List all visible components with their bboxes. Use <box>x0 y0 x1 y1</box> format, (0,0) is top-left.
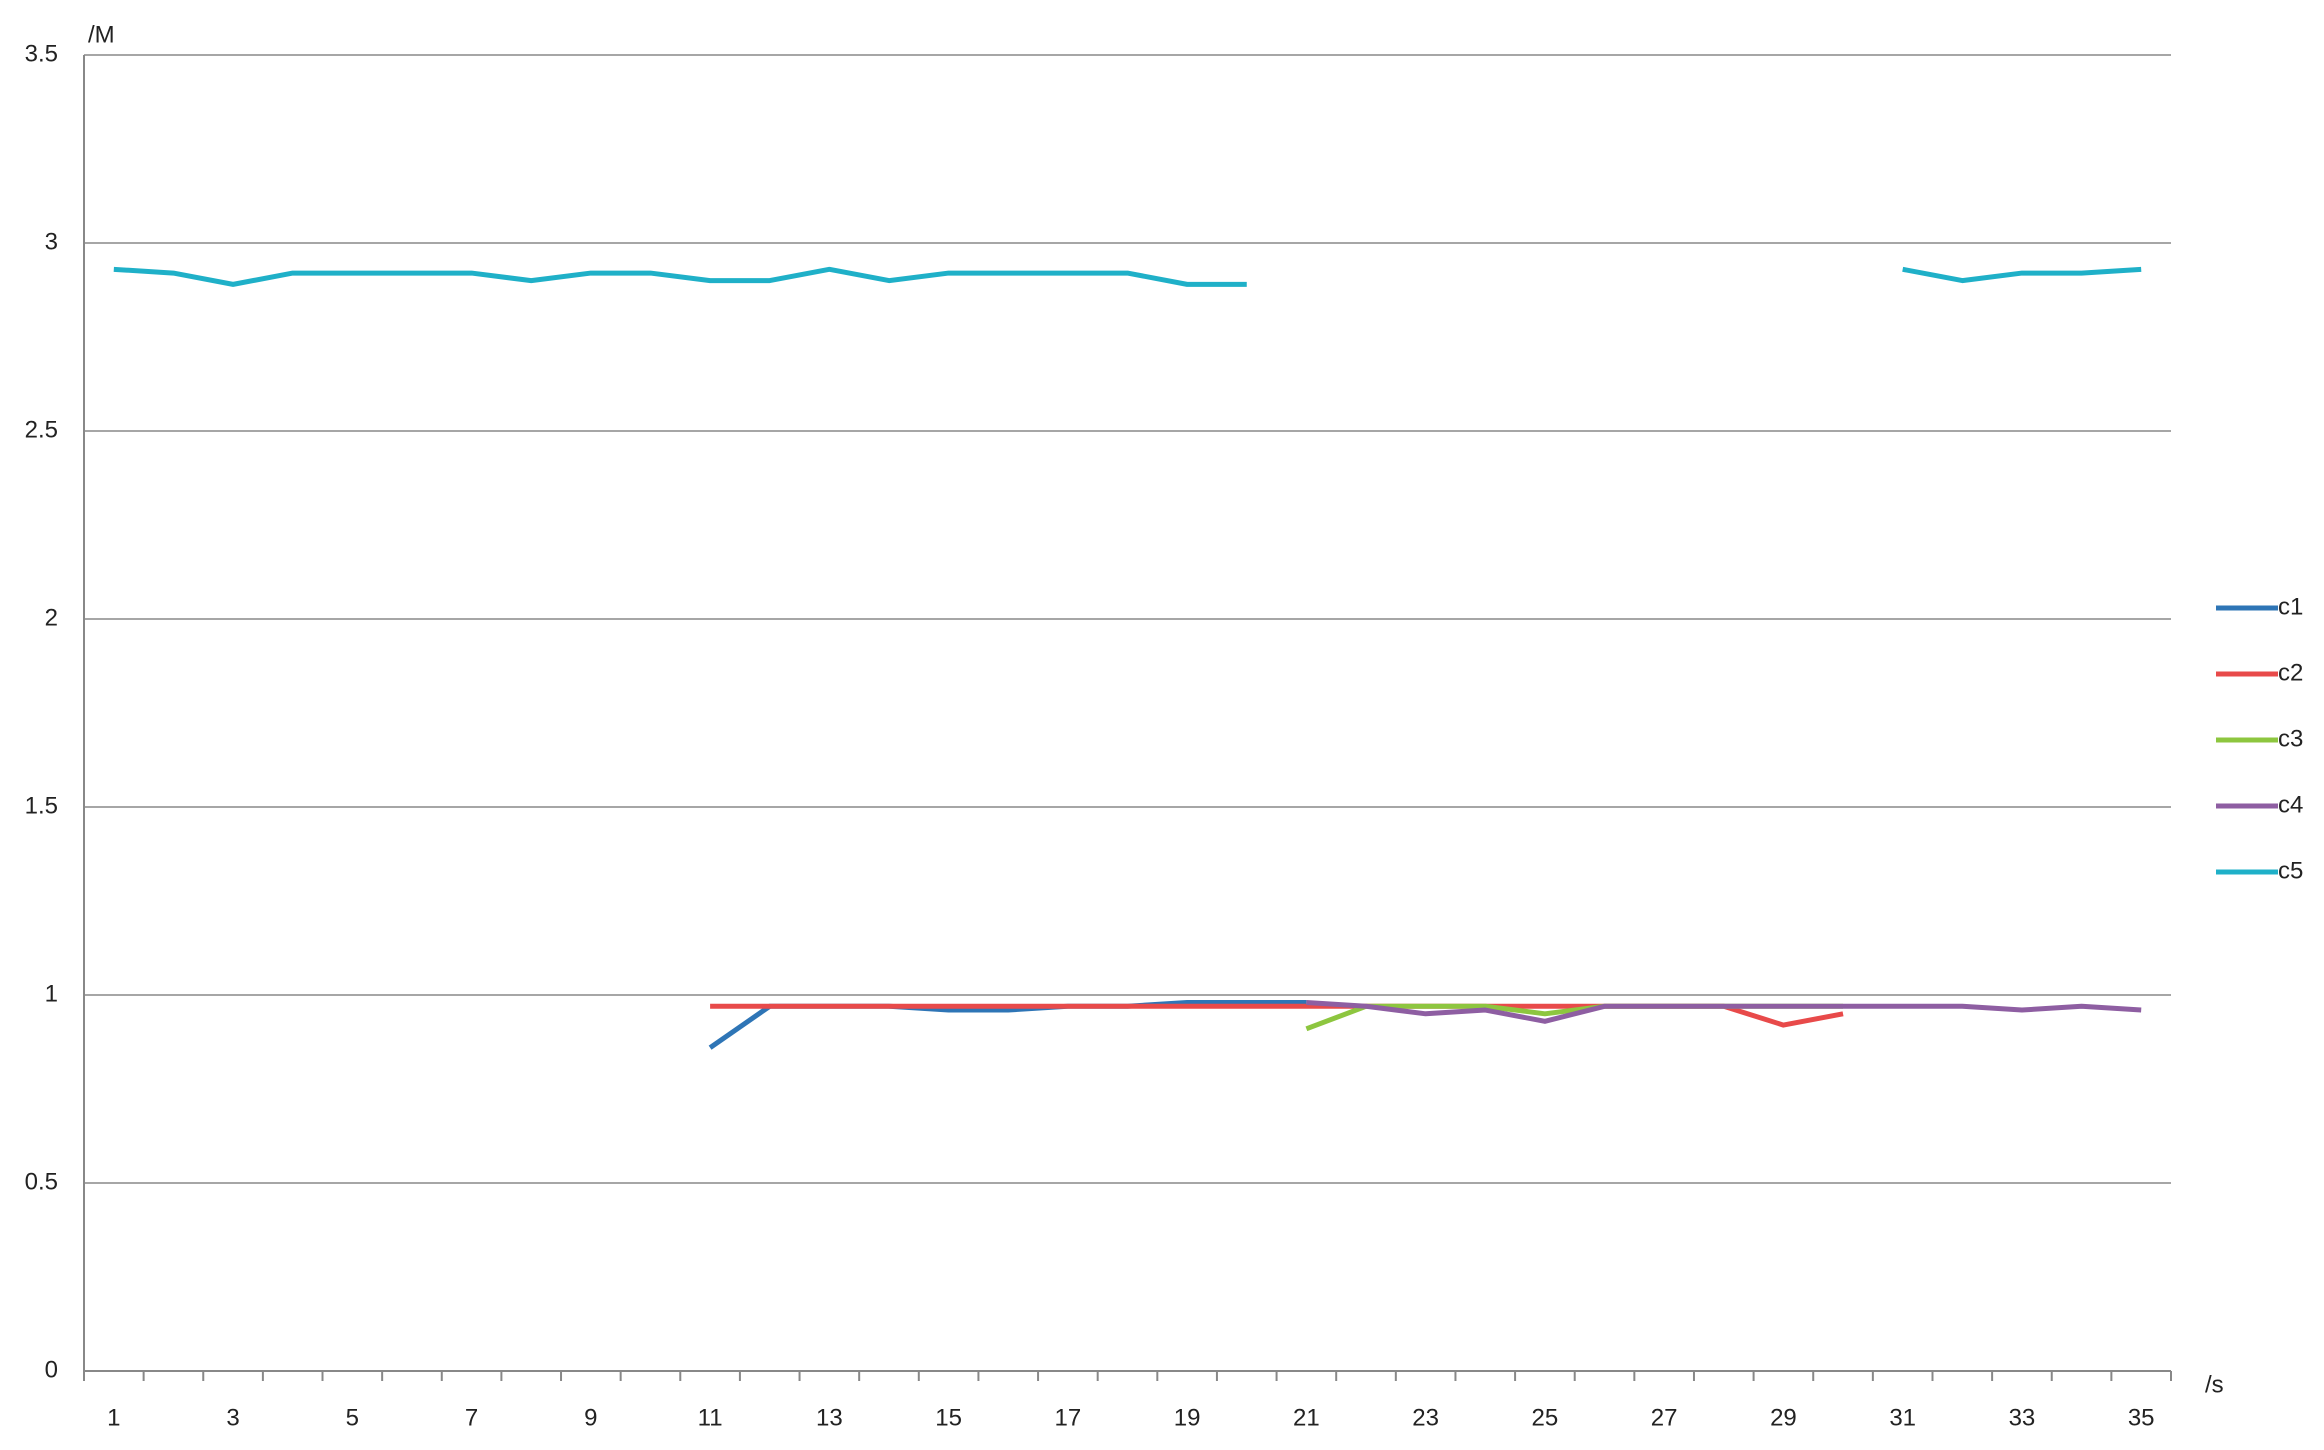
x-tick-label: 33 <box>2009 1404 2036 1431</box>
x-tick-label: 29 <box>1770 1404 1797 1431</box>
x-tick-label: 23 <box>1412 1404 1439 1431</box>
x-tick-label: 27 <box>1651 1404 1678 1431</box>
x-tick-label: 15 <box>935 1404 962 1431</box>
x-tick-label: 21 <box>1293 1404 1320 1431</box>
y-tick-label: 3.5 <box>25 40 58 67</box>
x-tick-label: 17 <box>1055 1404 1082 1431</box>
y-tick-label: 1.5 <box>25 792 58 819</box>
x-axis-title: /s <box>2205 1371 2224 1398</box>
y-tick-label: 2.5 <box>25 416 58 443</box>
x-tick-label: 25 <box>1532 1404 1559 1431</box>
legend-label: c2 <box>2278 659 2303 686</box>
x-tick-label: 35 <box>2128 1404 2155 1431</box>
x-tick-label: 13 <box>816 1404 843 1431</box>
series-line <box>708 1000 1307 1050</box>
y-axis-title: /M <box>88 21 115 48</box>
y-tick-label: 3 <box>45 228 58 255</box>
x-tick-label: 1 <box>107 1404 120 1431</box>
series-line <box>710 1003 1844 1028</box>
legend-label: c5 <box>2278 857 2303 884</box>
legend-label: c1 <box>2278 593 2303 620</box>
x-tick-label: 31 <box>1889 1404 1916 1431</box>
series-line <box>113 266 2142 287</box>
x-tick-label: 11 <box>698 1404 723 1431</box>
series-line <box>1306 1000 2142 1024</box>
legend-label: c3 <box>2278 725 2303 752</box>
y-tick-label: 1 <box>45 980 58 1007</box>
x-tick-label: 19 <box>1174 1404 1201 1431</box>
x-tick-label: 3 <box>226 1404 239 1431</box>
y-tick-label: 2 <box>45 604 58 631</box>
x-tick-label: 9 <box>584 1404 597 1431</box>
legend-label: c4 <box>2278 791 2303 818</box>
x-tick-label: 7 <box>465 1404 478 1431</box>
y-tick-label: 0.5 <box>25 1168 58 1195</box>
y-tick-label: 0 <box>45 1356 58 1383</box>
x-tick-label: 5 <box>346 1404 359 1431</box>
